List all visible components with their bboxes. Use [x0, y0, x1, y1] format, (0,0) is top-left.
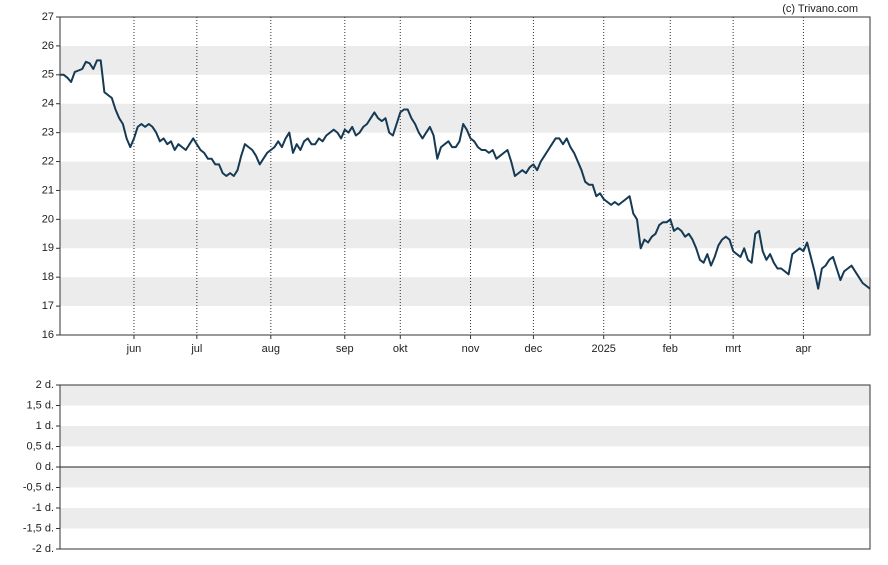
x-tick-label: jul	[190, 343, 202, 355]
price-line	[60, 59, 871, 290]
x-tick-label: aug	[262, 343, 280, 355]
y-tick-label: -0,5 d.	[23, 481, 54, 493]
grid-band	[60, 467, 870, 488]
y-tick-label: 21	[42, 184, 54, 196]
y-tick-label: 1 d.	[36, 420, 54, 432]
x-tick-label: apr	[795, 343, 811, 355]
y-tick-label: -1 d.	[32, 502, 54, 514]
x-tick-label: feb	[663, 343, 678, 355]
y-tick-label: 0,5 d.	[26, 440, 54, 452]
watermark: (c) Trivano.com	[782, 3, 858, 15]
plot-border	[59, 384, 871, 550]
y-tick-label: 20	[42, 213, 54, 225]
y-tick-label: 17	[42, 300, 54, 312]
x-tick-label: sep	[336, 343, 354, 355]
y-tick-label: 23	[42, 127, 54, 139]
x-tick-label: mrt	[725, 343, 741, 355]
y-tick-label: 22	[42, 155, 54, 167]
grid-band	[60, 385, 870, 406]
y-tick-label: 0 d.	[36, 461, 54, 473]
plot-border	[59, 16, 871, 336]
grid-band	[60, 426, 870, 447]
grid-band	[60, 277, 870, 307]
y-tick-label: 26	[42, 40, 54, 52]
y-tick-label: 25	[42, 69, 54, 81]
y-tick-label: 2 d.	[36, 379, 54, 391]
y-tick-label: 27	[42, 11, 54, 23]
y-tick-label: 1,5 d.	[26, 399, 54, 411]
y-tick-label: 24	[42, 98, 54, 110]
y-tick-label: -1,5 d.	[23, 522, 54, 534]
x-tick-label: jun	[126, 343, 142, 355]
x-tick-label: okt	[393, 343, 408, 355]
y-tick-label: -2 d.	[32, 543, 54, 555]
x-tick-label: dec	[525, 343, 543, 355]
y-tick-label: 19	[42, 242, 54, 254]
y-tick-label: 18	[42, 271, 54, 283]
grid-band	[60, 161, 870, 191]
x-tick-label: nov	[462, 343, 480, 355]
x-tick-label: 2025	[591, 343, 615, 355]
grid-band	[60, 508, 870, 529]
grid-band	[60, 45, 870, 75]
grid-band	[60, 219, 870, 249]
y-tick-label: 16	[42, 329, 54, 341]
